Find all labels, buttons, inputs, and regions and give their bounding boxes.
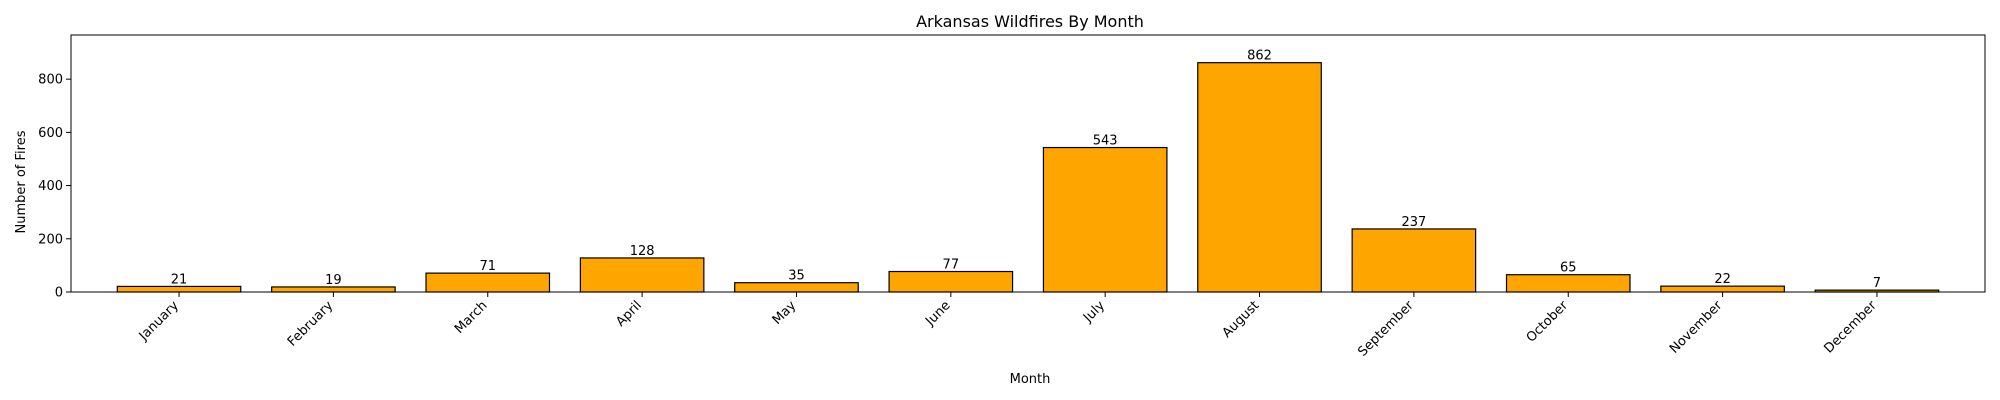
y-tick-label: 800	[38, 73, 63, 88]
data-label-september: 237	[1401, 215, 1426, 230]
x-tick-label-july: July	[1080, 298, 1108, 326]
data-label-march: 71	[479, 259, 496, 274]
bar-june	[888, 270, 1014, 293]
y-tick-label: 200	[38, 232, 63, 247]
x-axis-title: Month	[1010, 372, 1051, 387]
data-label-january: 21	[171, 272, 188, 287]
data-label-august: 862	[1247, 49, 1272, 64]
x-tick-label-january: January	[136, 298, 182, 344]
y-tick-label: 0	[55, 286, 63, 301]
data-label-july: 543	[1093, 134, 1118, 149]
data-label-june: 77	[943, 258, 960, 273]
axes-frame	[70, 34, 1986, 293]
data-label-october: 65	[1560, 261, 1577, 276]
x-tick-label-february: February	[285, 298, 337, 350]
y-axis-title: Number of Fires	[14, 130, 29, 233]
y-tick-label: 600	[38, 126, 63, 141]
data-label-november: 22	[1714, 272, 1731, 287]
bar-september	[1351, 228, 1477, 293]
x-tick-label-november: November	[1667, 298, 1726, 357]
data-label-april: 128	[630, 244, 655, 259]
x-tick-label-december: December	[1821, 298, 1880, 357]
bar-april	[579, 257, 705, 293]
bar-july	[1042, 146, 1168, 293]
plot-area: 21 19 71 128 35 77 543 862 237 65 22 7 0 200 400 600 800…	[38, 34, 1986, 360]
chart-title: Arkansas Wildfires By Month	[916, 12, 1144, 31]
x-tick-label-march: March	[452, 298, 491, 337]
x-tick-label-april: April	[613, 298, 645, 330]
data-label-december: 7	[1873, 276, 1881, 291]
x-tick-label-september: September	[1355, 298, 1417, 360]
x-tick-label-may: May	[770, 298, 800, 328]
x-tick-label-october: October	[1524, 298, 1572, 346]
x-tick-label-june: June	[922, 298, 953, 329]
data-label-may: 35	[788, 269, 805, 284]
bar-may	[734, 282, 859, 293]
bar-august	[1197, 62, 1322, 293]
bar-october	[1505, 274, 1631, 293]
y-tick-label: 400	[38, 179, 63, 194]
bar-march	[425, 272, 551, 293]
x-tick-label-august: August	[1220, 298, 1263, 341]
data-label-february: 19	[325, 273, 342, 288]
